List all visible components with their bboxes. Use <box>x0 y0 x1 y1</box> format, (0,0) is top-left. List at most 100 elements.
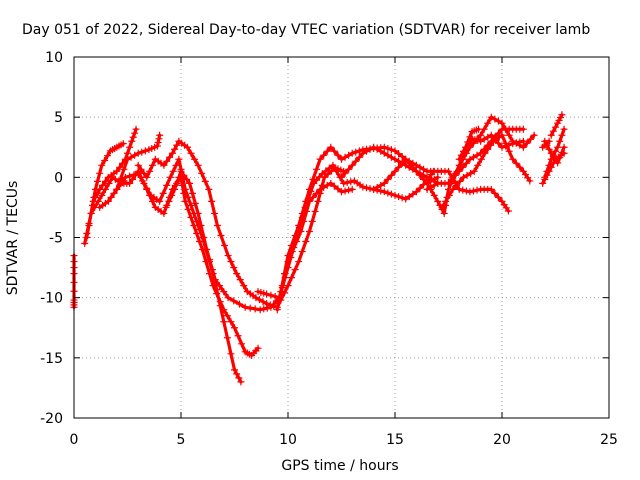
data-point <box>156 197 164 205</box>
data-point <box>113 185 121 193</box>
data-point <box>420 165 428 173</box>
data-point <box>263 290 271 298</box>
data-point <box>341 187 349 195</box>
data-point <box>477 131 485 139</box>
data-point <box>141 147 149 155</box>
data-point <box>187 201 195 209</box>
data-point <box>94 177 102 185</box>
data-point <box>313 189 321 197</box>
data-point <box>558 131 566 139</box>
data-point <box>267 291 275 299</box>
data-point <box>104 152 112 160</box>
data-point <box>213 286 221 294</box>
data-point <box>241 303 249 311</box>
data-point <box>445 179 452 187</box>
data-point <box>220 288 228 296</box>
y-tick-label: 0 <box>54 170 63 186</box>
data-point <box>180 171 188 179</box>
data-point <box>466 133 474 141</box>
series-line <box>543 127 566 179</box>
data-point <box>405 163 413 171</box>
data-point <box>308 217 316 225</box>
data-point <box>459 186 467 194</box>
data-point <box>211 276 219 284</box>
data-point <box>116 181 124 189</box>
data-point <box>462 187 470 195</box>
data-point <box>156 131 164 139</box>
data-point <box>438 203 446 211</box>
data-point <box>194 209 202 217</box>
data-point <box>223 334 231 342</box>
data-point <box>330 147 338 155</box>
data-point <box>138 177 146 185</box>
data-point <box>184 193 192 201</box>
x-tick-label: 20 <box>493 432 511 448</box>
data-point <box>191 199 199 207</box>
data-point <box>494 139 502 147</box>
data-point <box>201 177 209 185</box>
data-point <box>545 137 553 145</box>
data-point <box>230 297 238 305</box>
data-point <box>91 203 99 211</box>
chart-title: Day 051 of 2022, Sidereal Day-to-day VTE… <box>22 22 590 38</box>
data-point <box>491 115 499 123</box>
data-point <box>256 306 264 314</box>
data-point <box>309 193 317 201</box>
data-point <box>380 149 388 157</box>
data-point <box>316 185 324 193</box>
data-point <box>124 149 131 157</box>
data-point <box>163 181 171 189</box>
data-point <box>366 145 374 153</box>
data-point <box>134 149 142 157</box>
data-point <box>560 149 568 157</box>
data-point <box>560 125 568 133</box>
data-point <box>302 197 310 205</box>
y-tick-label: -10 <box>40 291 63 307</box>
data-point <box>387 171 395 179</box>
data-point <box>255 296 263 304</box>
data-point <box>474 125 482 133</box>
data-point <box>309 175 317 183</box>
data-point <box>129 133 137 141</box>
data-point <box>138 148 146 156</box>
data-point <box>197 221 205 229</box>
data-point <box>323 181 331 189</box>
data-point <box>231 324 238 332</box>
data-point <box>169 167 177 175</box>
data-point <box>94 189 102 197</box>
x-tick-label: 0 <box>70 432 79 448</box>
data-point <box>137 165 145 173</box>
data-point <box>314 197 322 205</box>
data-point <box>474 161 482 169</box>
data-point <box>440 209 448 217</box>
data-point <box>402 155 410 163</box>
data-point <box>377 181 385 189</box>
data-point <box>113 167 121 175</box>
series-arc-19 <box>547 111 566 139</box>
data-point <box>298 248 306 256</box>
data-point <box>121 173 129 181</box>
series-arc-5 <box>113 155 245 386</box>
data-point <box>416 171 424 179</box>
data-point <box>370 185 378 193</box>
data-point <box>505 131 513 139</box>
data-point <box>494 117 502 125</box>
data-point <box>477 155 485 163</box>
data-point <box>450 171 458 179</box>
data-point <box>327 179 335 187</box>
data-point <box>338 188 345 196</box>
data-point <box>464 138 472 146</box>
data-point <box>162 203 170 211</box>
data-point <box>549 127 557 135</box>
data-point <box>384 144 392 152</box>
data-point <box>183 175 191 183</box>
data-point <box>473 151 481 159</box>
data-point <box>498 119 506 127</box>
series-layer <box>70 111 568 386</box>
data-point <box>416 163 424 171</box>
y-axis-label: SDTVAR / TECUs <box>5 181 21 296</box>
data-point <box>110 189 118 197</box>
data-point <box>252 294 260 302</box>
data-point <box>175 173 183 181</box>
data-point <box>423 173 431 181</box>
